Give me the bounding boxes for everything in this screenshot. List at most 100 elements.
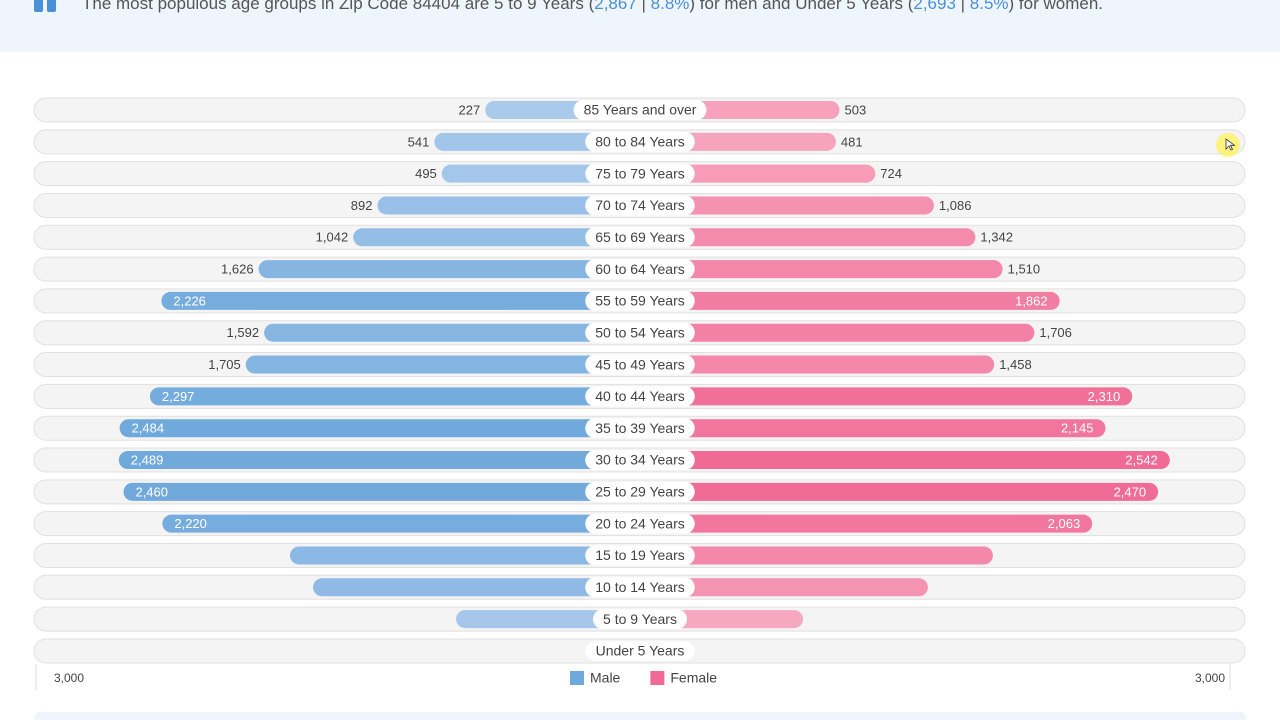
bar <box>640 355 995 374</box>
headline-text: ) for men and Under 5 Years ( <box>689 0 913 13</box>
header-banner <box>0 0 1280 52</box>
category-pill <box>585 290 695 311</box>
headline-highlight: 2,867 <box>594 0 637 13</box>
category-label: 75 to 79 Years <box>595 165 685 181</box>
category-pill <box>585 322 695 343</box>
category-label: 70 to 74 Years <box>595 197 685 213</box>
category-pill <box>585 545 695 566</box>
bar <box>640 260 1003 279</box>
bar <box>353 228 640 247</box>
category-label: 85 Years and over <box>584 102 697 118</box>
value-label: 2,489 <box>131 452 164 467</box>
legend-label: Female <box>670 670 717 686</box>
category-pill <box>585 195 695 216</box>
bar <box>377 196 640 215</box>
value-label: 2,310 <box>1088 389 1121 404</box>
bar <box>640 323 1035 342</box>
value-label: 1,042 <box>316 230 349 245</box>
category-pill <box>593 609 687 630</box>
bar <box>161 291 640 310</box>
x-tick-label: 3,000 <box>1195 671 1225 685</box>
cursor <box>1225 138 1236 151</box>
category-pill <box>585 513 695 534</box>
value-label: 1,510 <box>1008 262 1041 277</box>
bar <box>162 514 641 533</box>
value-label: 2,542 <box>1125 452 1158 467</box>
x-tick-label: 3,000 <box>54 671 84 685</box>
value-label: 2,297 <box>162 389 195 404</box>
bar <box>640 228 976 247</box>
bar <box>640 164 876 183</box>
headline-highlight: 8.5% <box>970 0 1009 13</box>
bar <box>264 323 640 342</box>
category-label: 10 to 14 Years <box>595 579 685 595</box>
value-label: 2,470 <box>1114 484 1147 499</box>
value-label: 481 <box>841 134 863 149</box>
headline-text: The most populous age groups in Zip Code… <box>82 0 595 13</box>
category-label: 40 to 44 Years <box>595 388 685 404</box>
value-label: 1,705 <box>208 357 241 372</box>
legend-swatch <box>570 671 584 685</box>
headline-text: | <box>956 0 970 13</box>
category-label: 15 to 19 Years <box>595 547 685 563</box>
value-label: 1,626 <box>221 262 254 277</box>
headline-text: ) for women. <box>1009 0 1103 13</box>
value-label: 2,145 <box>1061 421 1094 436</box>
value-label: 724 <box>880 166 902 181</box>
category-pill <box>585 163 695 184</box>
legend-label: Male <box>590 670 621 686</box>
bar <box>123 482 641 501</box>
header-icon <box>34 0 43 12</box>
category-pill <box>585 450 695 471</box>
bar <box>640 546 993 565</box>
bar <box>119 419 641 438</box>
category-pill <box>585 259 695 280</box>
headline-highlight: 2,693 <box>913 0 956 13</box>
category-label: 25 to 29 Years <box>595 484 685 500</box>
category-label: 60 to 64 Years <box>595 261 685 277</box>
category-label: 50 to 54 Years <box>595 324 685 340</box>
value-label: 503 <box>844 102 866 117</box>
category-label: 65 to 69 Years <box>595 229 685 245</box>
bar <box>313 578 640 597</box>
bar <box>245 355 641 374</box>
bar <box>640 419 1106 438</box>
value-label: 1,342 <box>980 230 1013 245</box>
value-label: 2,484 <box>132 421 165 436</box>
category-pill <box>585 227 695 248</box>
bar <box>640 482 1159 501</box>
value-label: 1,706 <box>1039 325 1072 340</box>
headline-highlight: 8.8% <box>651 0 690 13</box>
category-pill <box>585 418 695 439</box>
category-label: Under 5 Years <box>596 643 685 659</box>
value-label: 2,220 <box>174 516 207 531</box>
bar <box>118 451 641 470</box>
value-label: 1,086 <box>939 198 972 213</box>
value-label: 2,063 <box>1048 516 1081 531</box>
value-label: 2,226 <box>173 293 206 308</box>
bar <box>149 387 641 406</box>
bar <box>640 291 1060 310</box>
headline-text: | <box>637 0 651 13</box>
category-label: 45 to 49 Years <box>595 356 685 372</box>
bar <box>290 546 640 565</box>
category-pill <box>585 640 695 661</box>
category-pill <box>585 131 695 152</box>
bar <box>640 578 928 597</box>
value-label: 1,458 <box>999 357 1032 372</box>
category-pill <box>585 481 695 502</box>
bar <box>258 260 640 279</box>
category-label: 20 to 24 Years <box>595 515 685 531</box>
header-icon <box>47 0 56 12</box>
category-label: 35 to 39 Years <box>595 420 685 436</box>
category-pill <box>585 354 695 375</box>
value-label: 892 <box>351 198 373 213</box>
footer-banner <box>34 712 1246 724</box>
value-label: 227 <box>459 102 481 117</box>
bar <box>640 387 1133 406</box>
value-label: 1,862 <box>1015 293 1048 308</box>
value-label: 541 <box>408 134 430 149</box>
category-pill <box>585 386 695 407</box>
headline: The most populous age groups in Zip Code… <box>82 0 1103 13</box>
